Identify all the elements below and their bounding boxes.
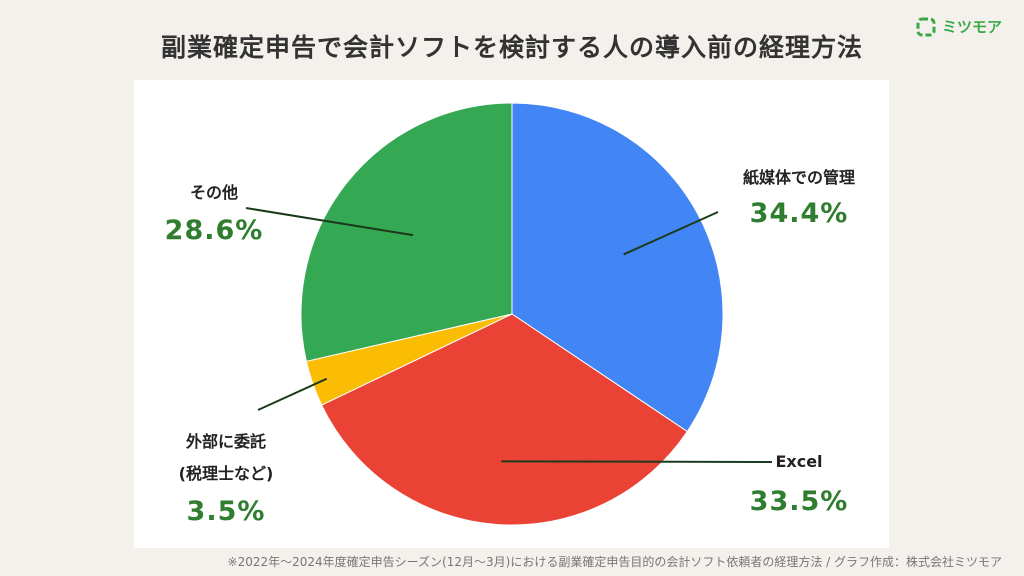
slice-other [300,102,513,362]
slice-paper [511,102,724,433]
footnote: ※2022年〜2024年度確定申告シーズン(12月〜3月)における副業確定申告目… [227,555,1002,569]
slice-value-outsourced: 3.5% [186,496,266,527]
logo-text: ミツモア [941,18,1002,36]
slice-value-paper: 34.4% [749,198,849,229]
chart-title: 副業確定申告で会計ソフトを検討する人の導入前の経理方法 [160,33,863,62]
slice-label-other: その他 [189,183,238,202]
logo-icon [916,17,936,36]
brand-logo[interactable]: ミツモア [916,16,1002,37]
leader-line-excel [501,460,773,463]
slice-sublabel-outsourced: (税理士など) [178,464,274,483]
slice-value-excel: 33.5% [749,486,849,517]
slice-excel [320,313,688,526]
slice-label-outsourced: 外部に委託 [185,432,266,451]
leader-line-outsourced [257,377,328,411]
leader-line-other [245,207,414,237]
slice-label-paper: 紙媒体での管理 [742,168,855,187]
leader-line-paper [623,211,719,256]
slice-label-excel: Excel [775,452,823,471]
slice-value-other: 28.6% [164,215,264,246]
